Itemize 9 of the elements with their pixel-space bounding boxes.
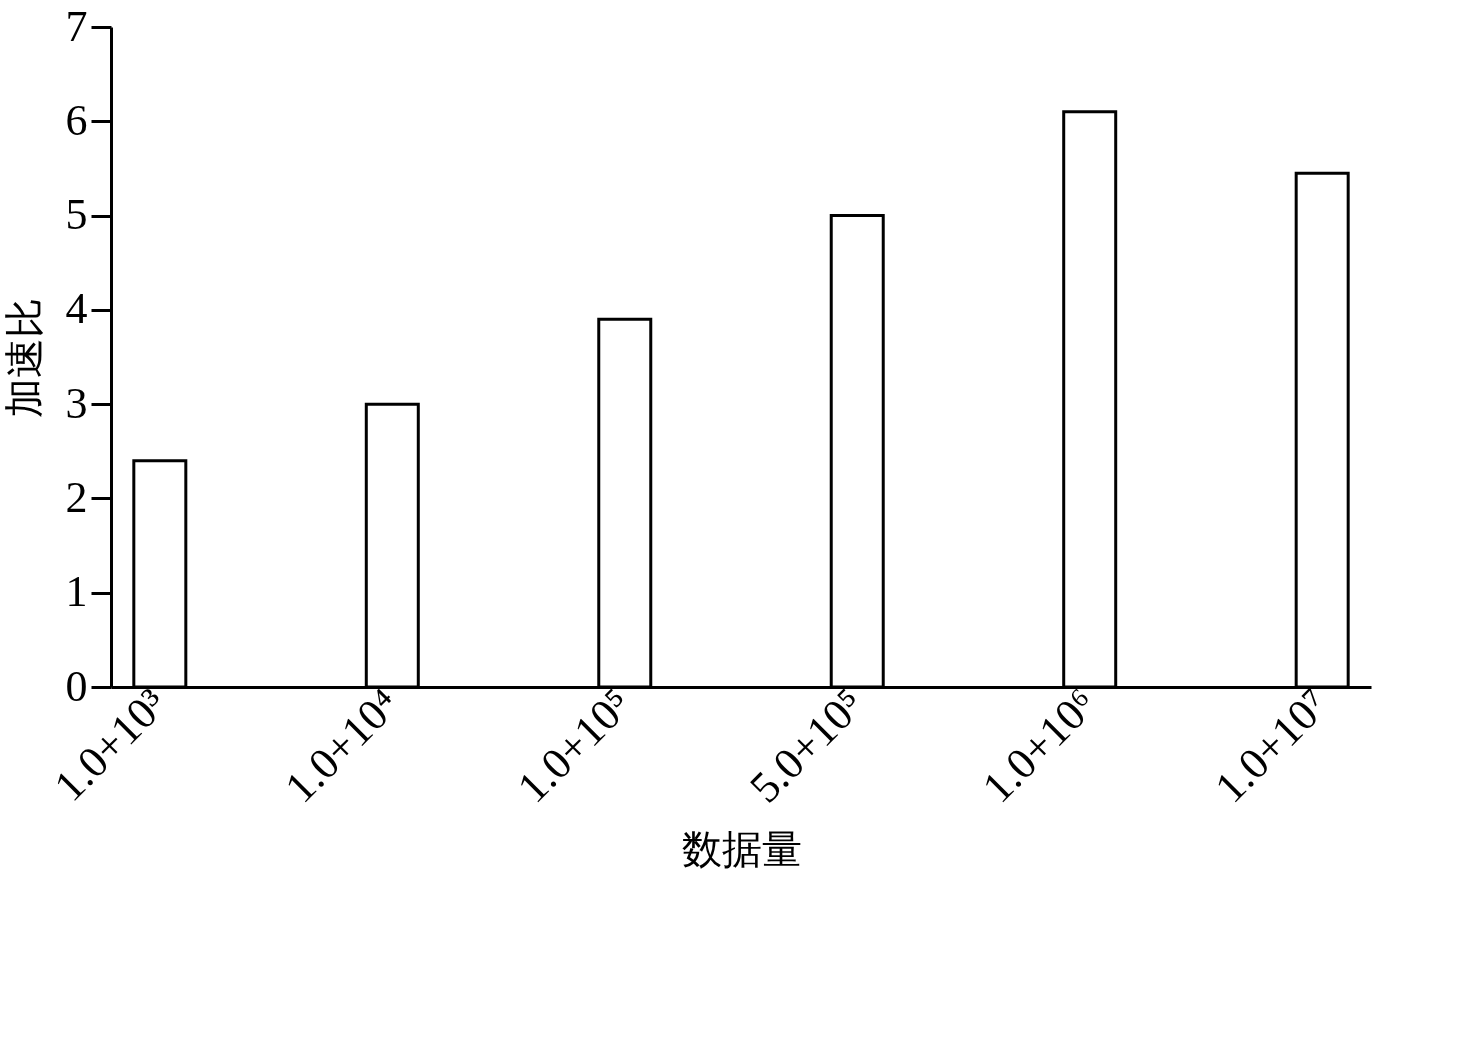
y-tick-label: 2 — [65, 472, 88, 522]
y-tick-label: 5 — [65, 190, 88, 240]
y-tick-label: 4 — [65, 284, 88, 334]
y-tick-label: 1 — [65, 567, 88, 617]
x-axis-title: 数据量 — [681, 827, 802, 873]
y-axis-title: 加速比 — [1, 297, 47, 418]
y-tick-label: 7 — [65, 1, 88, 51]
y-tick-label: 3 — [65, 378, 88, 428]
y-tick-label: 6 — [65, 95, 88, 145]
